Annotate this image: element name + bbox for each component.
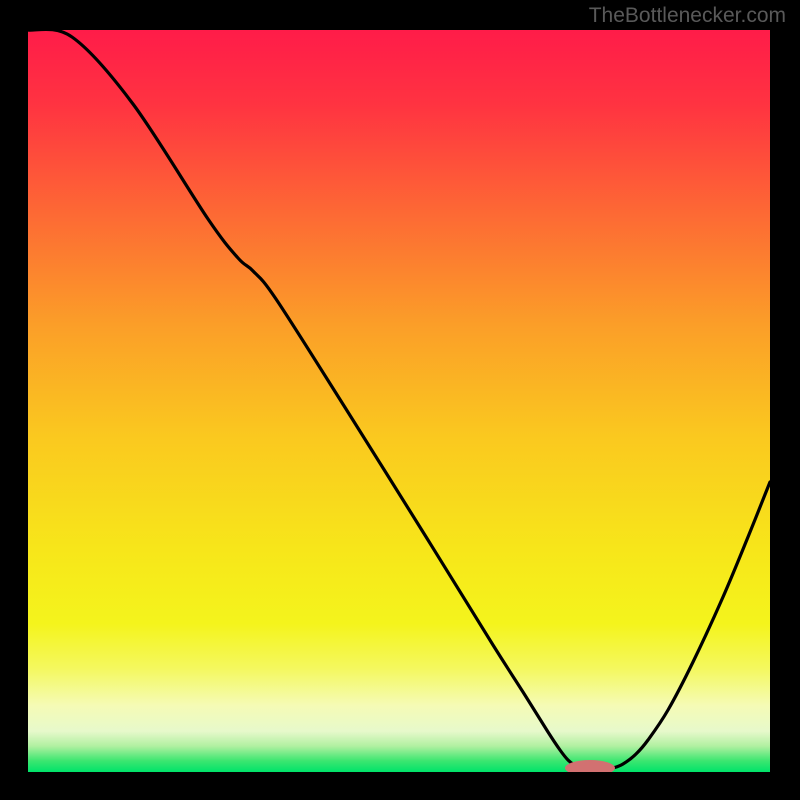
- optimal-marker: [565, 760, 615, 772]
- watermark-text: TheBottlenecker.com: [589, 4, 786, 28]
- bottleneck-curve: [28, 30, 770, 770]
- chart-container: TheBottlenecker.com: [0, 0, 800, 800]
- plot-area: [28, 30, 770, 772]
- curve-layer: [28, 30, 770, 772]
